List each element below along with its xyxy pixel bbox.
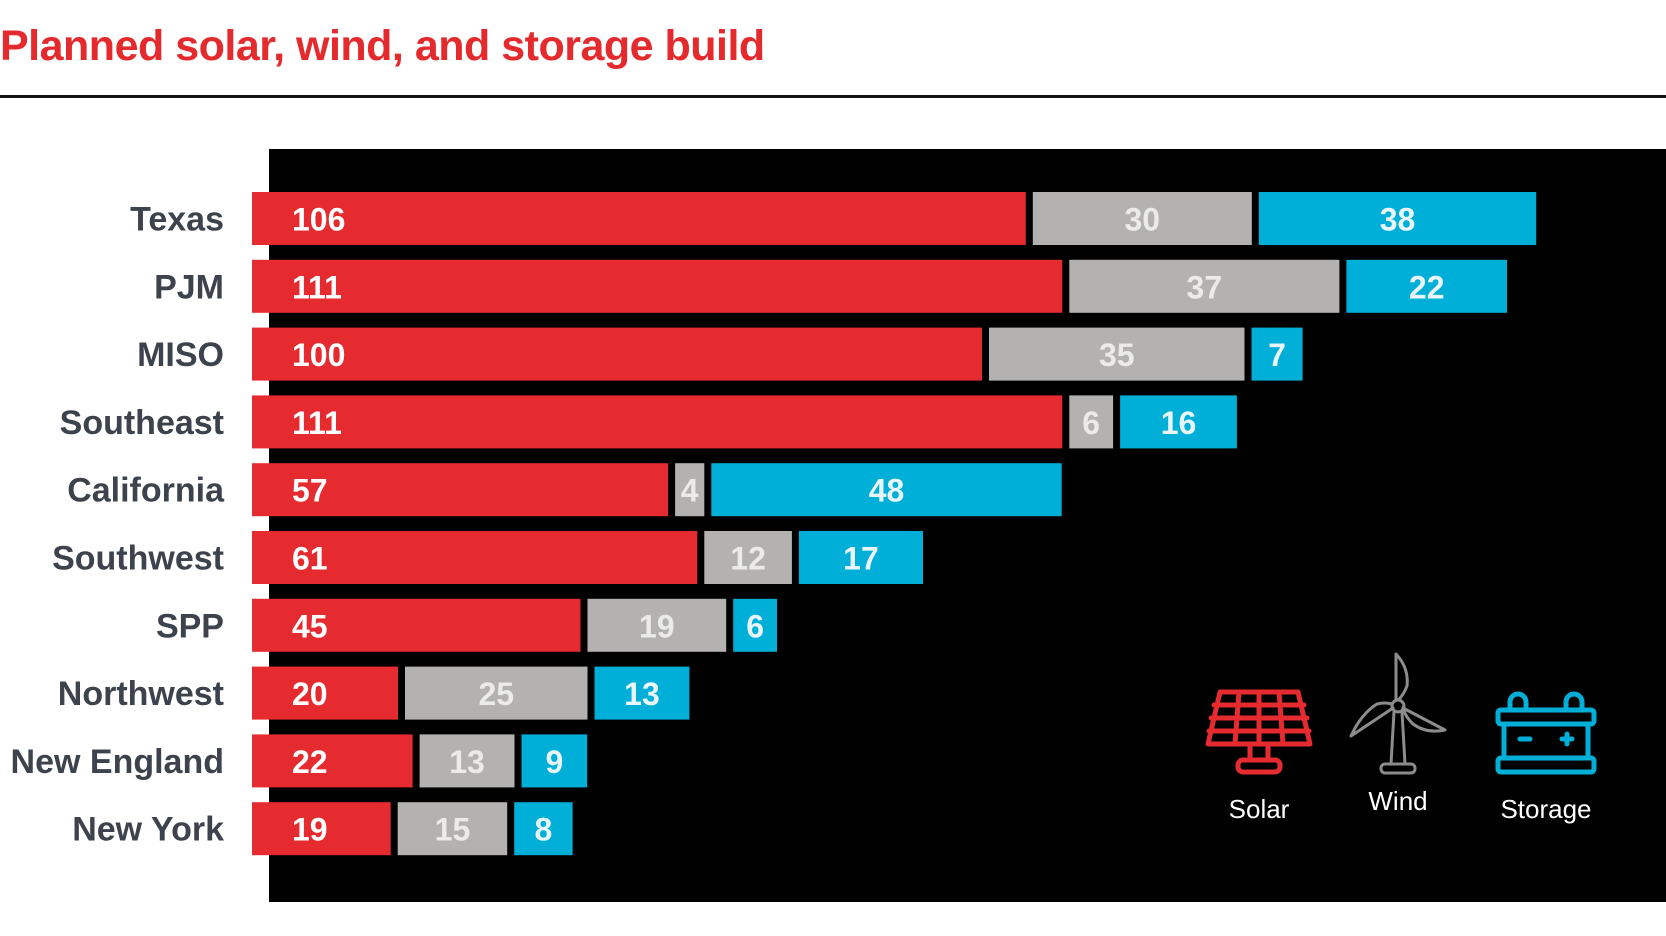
value-label-solar: 111 xyxy=(292,405,342,441)
value-label-solar: 106 xyxy=(292,202,345,238)
bar-wind xyxy=(989,327,1245,381)
value-label-wind: 37 xyxy=(1187,269,1223,305)
bar-solar xyxy=(252,598,581,652)
category-label: MISO xyxy=(137,336,224,374)
bar-storage xyxy=(521,734,588,788)
bar-wind xyxy=(1069,395,1114,449)
bar-storage xyxy=(711,463,1062,517)
bar-wind xyxy=(405,666,588,720)
bar-solar xyxy=(252,734,413,788)
bar-row-spp: SPP 45 19 6 xyxy=(156,598,777,652)
bar-row-texas: Texas 106 30 38 xyxy=(130,192,1537,245)
value-label-storage: 7 xyxy=(1268,337,1286,373)
legend-label-solar: Solar xyxy=(1228,794,1290,824)
category-label: Texas xyxy=(130,201,224,239)
value-label-solar: 61 xyxy=(292,541,328,577)
value-label-wind: 12 xyxy=(730,541,766,577)
value-label-storage: 6 xyxy=(746,608,764,644)
bar-row-pjm: PJM 111 37 22 xyxy=(154,259,1507,313)
value-label-storage: 38 xyxy=(1380,202,1416,238)
value-label-solar: 19 xyxy=(292,812,328,848)
bar-wind xyxy=(419,734,515,788)
value-label-storage: 8 xyxy=(535,812,553,848)
bar-row-miso: MISO 100 35 7 xyxy=(137,327,1303,381)
value-label-wind: 13 xyxy=(449,744,485,780)
value-label-solar: 22 xyxy=(292,744,328,780)
value-label-solar: 57 xyxy=(292,473,328,509)
bar-row-new-york: New York 19 15 8 xyxy=(72,802,573,856)
bar-row-northwest: Northwest 20 25 13 xyxy=(58,666,690,720)
legend-label-wind: Wind xyxy=(1368,786,1428,816)
value-label-wind: 15 xyxy=(435,812,471,848)
bar-row-new-england: New England 22 13 9 xyxy=(11,734,588,788)
bar-row-california: California 57 4 48 xyxy=(67,463,1062,517)
legend-item-solar: Solar xyxy=(1194,686,1324,825)
category-label: Southeast xyxy=(60,404,224,442)
value-label-storage: 17 xyxy=(843,541,879,577)
bar-wind xyxy=(1032,192,1252,245)
category-label: SPP xyxy=(156,607,224,645)
value-label-wind: 19 xyxy=(639,608,675,644)
bar-storage xyxy=(1251,327,1303,381)
bar-row-southeast: Southeast 111 6 16 xyxy=(60,395,1237,449)
battery-icon xyxy=(1495,691,1597,775)
value-label-wind: 30 xyxy=(1125,202,1161,238)
category-label: Northwest xyxy=(58,675,224,713)
category-label: New York xyxy=(72,811,224,849)
value-label-storage: 48 xyxy=(869,473,905,509)
wind-turbine-icon xyxy=(1349,652,1447,775)
bar-solar xyxy=(252,259,1063,313)
bar-storage xyxy=(733,598,777,652)
bar-solar xyxy=(252,327,982,381)
value-label-solar: 111 xyxy=(292,269,342,305)
bar-solar xyxy=(252,666,398,720)
bar-row-southwest: Southwest 61 12 17 xyxy=(52,531,923,584)
bar-storage xyxy=(1346,259,1507,313)
bar-storage xyxy=(594,666,690,720)
bar-wind xyxy=(675,463,705,517)
legend-item-storage: Storage xyxy=(1481,690,1611,825)
bar-storage xyxy=(798,531,923,584)
value-label-wind: 4 xyxy=(681,473,699,509)
value-label-solar: 100 xyxy=(292,337,345,373)
bar-solar xyxy=(252,463,669,517)
legend-item-wind: Wind xyxy=(1333,650,1463,817)
value-label-wind: 6 xyxy=(1082,405,1100,441)
value-label-storage: 22 xyxy=(1409,269,1445,305)
category-label: California xyxy=(67,472,225,510)
value-label-wind: 35 xyxy=(1099,337,1135,373)
bar-solar xyxy=(252,192,1026,245)
bar-solar xyxy=(252,395,1063,449)
solar-panel-icon xyxy=(1205,689,1313,775)
value-label-storage: 9 xyxy=(545,744,563,780)
value-label-solar: 20 xyxy=(292,676,328,712)
category-label: PJM xyxy=(154,268,224,306)
bar-solar xyxy=(252,802,391,856)
bar-storage xyxy=(514,802,573,856)
bar-wind xyxy=(587,598,727,652)
value-label-storage: 13 xyxy=(624,676,660,712)
category-label: New England xyxy=(11,743,224,781)
bar-storage xyxy=(1120,395,1237,449)
value-label-storage: 16 xyxy=(1161,405,1197,441)
category-label: Southwest xyxy=(52,540,224,578)
chart-title: Planned solar, wind, and storage build xyxy=(0,22,765,70)
bar-storage xyxy=(1258,192,1537,245)
bar-wind xyxy=(704,531,792,584)
bar-wind xyxy=(397,802,508,856)
legend-label-storage: Storage xyxy=(1500,794,1592,824)
value-label-wind: 25 xyxy=(478,676,514,712)
value-label-solar: 45 xyxy=(292,608,328,644)
bar-solar xyxy=(252,531,698,584)
title-divider xyxy=(0,95,1666,98)
bar-wind xyxy=(1069,259,1340,313)
